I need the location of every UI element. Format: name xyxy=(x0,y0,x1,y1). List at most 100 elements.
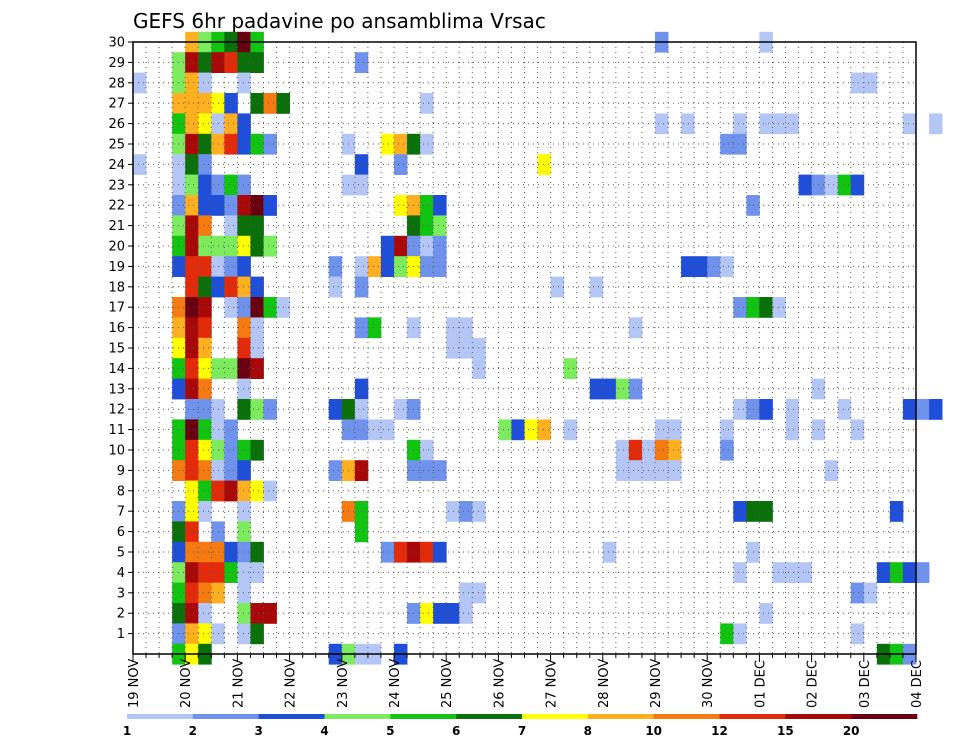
heat-cell xyxy=(602,378,617,400)
y-tick-label: 1 xyxy=(117,627,125,642)
heat-cell xyxy=(733,113,747,135)
heat-cell xyxy=(250,358,264,379)
x-tick-label: 19 NOV xyxy=(127,659,142,708)
heat-cell xyxy=(237,276,251,298)
heat-cell xyxy=(380,541,395,563)
colorbar-segment xyxy=(390,714,457,719)
y-tick-label: 8 xyxy=(117,484,125,499)
heat-cell xyxy=(185,541,199,563)
heat-cell xyxy=(537,419,551,441)
heat-cell xyxy=(394,399,408,420)
x-tick-label: 02 DEC xyxy=(806,660,821,708)
heat-cell xyxy=(237,297,251,318)
heat-cell xyxy=(863,72,878,94)
y-tick-label: 4 xyxy=(117,566,125,581)
heat-cell xyxy=(263,480,277,502)
ticks-layer: 1234567891011121314151617181920212223242… xyxy=(108,36,925,709)
heat-cell xyxy=(224,93,238,114)
y-tick-label: 17 xyxy=(108,301,125,316)
heat-cell xyxy=(224,562,238,583)
y-tick-label: 20 xyxy=(108,240,125,255)
heat-cell xyxy=(198,52,212,73)
y-tick-label: 3 xyxy=(117,586,125,601)
heat-cell xyxy=(420,195,434,216)
heat-cell xyxy=(420,439,434,461)
heat-cell xyxy=(328,460,343,481)
colorbar-label: 5 xyxy=(386,724,394,738)
heat-cell xyxy=(733,501,747,522)
heat-cell xyxy=(668,439,682,461)
heat-cell xyxy=(354,52,369,73)
heat-cell xyxy=(615,460,630,481)
colorbar-label: 8 xyxy=(584,724,592,738)
heat-cell xyxy=(185,562,199,583)
heat-cell xyxy=(628,317,643,339)
heat-cell xyxy=(237,358,251,379)
heat-cell xyxy=(720,439,734,461)
colorbar-segment xyxy=(258,714,325,719)
heat-cell xyxy=(785,419,799,441)
heat-cell xyxy=(328,399,343,420)
heat-cell xyxy=(185,276,199,298)
heat-cell xyxy=(550,276,565,298)
y-tick-label: 21 xyxy=(108,219,125,234)
heat-cell xyxy=(380,256,395,277)
heat-cell xyxy=(785,562,799,583)
heat-cell xyxy=(237,480,251,502)
heat-cell xyxy=(733,399,747,420)
heat-cell xyxy=(472,501,486,522)
heat-cell xyxy=(798,562,812,583)
heat-cell xyxy=(628,378,643,400)
heat-cell xyxy=(902,399,917,420)
colorbar-segment xyxy=(324,714,391,719)
x-tick-label: 23 NOV xyxy=(336,659,351,708)
heat-cell xyxy=(237,72,251,94)
y-tick-label: 22 xyxy=(108,199,125,214)
heat-cell xyxy=(237,378,251,400)
heat-cell xyxy=(772,113,786,135)
heat-cell xyxy=(185,72,199,94)
colorbar-segment xyxy=(587,714,654,719)
heat-cell xyxy=(433,603,447,624)
heat-cell xyxy=(759,297,773,318)
heat-cell xyxy=(655,113,669,135)
x-tick-label: 21 NOV xyxy=(231,659,246,708)
heat-cell xyxy=(224,52,238,73)
heat-cell xyxy=(655,439,669,461)
heat-cell xyxy=(224,460,238,481)
heat-cell xyxy=(224,297,238,318)
y-tick-label: 14 xyxy=(108,362,125,377)
heat-cell xyxy=(837,174,852,196)
colorbar-label: 12 xyxy=(711,724,728,738)
heat-cell xyxy=(759,399,773,420)
heat-cell xyxy=(250,195,264,216)
heat-cell xyxy=(367,256,382,277)
heat-cell xyxy=(681,256,695,277)
heat-cell xyxy=(720,133,734,155)
heat-cell xyxy=(185,399,199,420)
heat-cell xyxy=(237,399,251,420)
heat-cell xyxy=(198,582,212,604)
heat-cell xyxy=(185,154,199,175)
heat-cell xyxy=(224,276,238,298)
heat-cell xyxy=(733,623,747,645)
heat-cell xyxy=(394,235,408,257)
heat-cell xyxy=(185,195,199,216)
heat-cell xyxy=(589,378,604,400)
colorbar-label: 15 xyxy=(777,724,794,738)
heat-cell xyxy=(863,582,878,604)
heat-cell xyxy=(185,460,199,481)
heat-cell xyxy=(185,215,199,237)
y-tick-label: 25 xyxy=(108,138,125,153)
y-tick-label: 16 xyxy=(108,321,125,336)
heat-cell xyxy=(250,235,264,257)
heat-cell xyxy=(224,480,238,502)
heat-cell xyxy=(420,133,434,155)
heat-cell xyxy=(459,337,473,359)
heat-cell xyxy=(668,419,682,441)
heat-cell xyxy=(198,501,212,522)
heat-cell xyxy=(224,439,238,461)
x-tick-label: 20 NOV xyxy=(179,659,194,708)
x-tick-label: 03 DEC xyxy=(858,660,873,708)
heat-cell xyxy=(733,562,747,583)
